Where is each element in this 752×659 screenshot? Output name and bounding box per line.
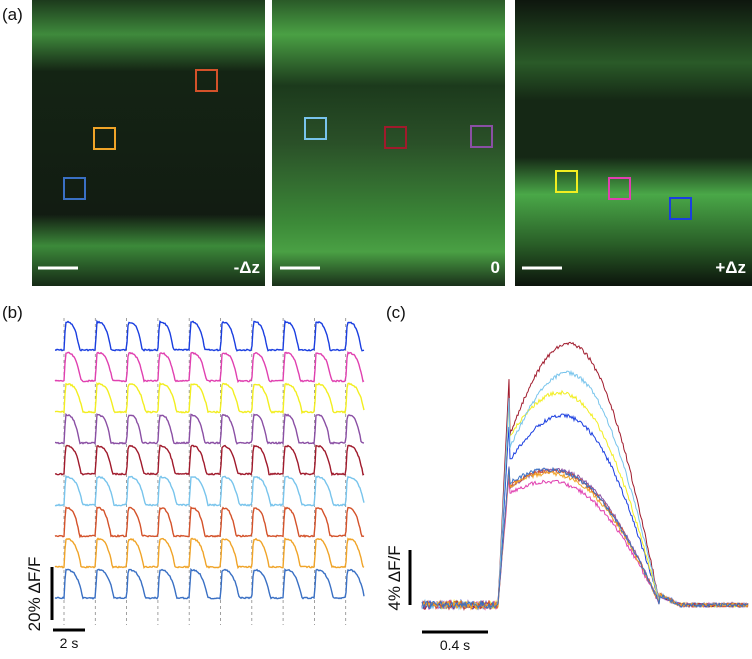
trace: [54, 444, 365, 477]
trace: [54, 474, 365, 508]
trace: [421, 467, 749, 611]
roi-box: [304, 117, 327, 140]
trace: [54, 506, 365, 539]
panel-label: (c): [386, 303, 406, 322]
trace: [54, 537, 365, 570]
roi-box: [384, 126, 407, 149]
micrograph: [272, 0, 505, 286]
trace: [54, 381, 365, 415]
scale-label: 20% ΔF/F: [25, 557, 44, 632]
image-tag: -Δz: [234, 258, 260, 277]
panel-label: (b): [2, 303, 23, 322]
roi-box: [608, 177, 631, 200]
roi-box: [470, 125, 493, 148]
roi-box: [93, 127, 116, 150]
trace: [421, 466, 749, 610]
trace: [421, 478, 749, 611]
trace: [54, 319, 365, 352]
roi-box: [63, 177, 86, 200]
micrograph: [32, 0, 265, 286]
trace: [54, 412, 365, 446]
scale-label: 0.4 s: [440, 637, 470, 653]
panel-label: (a): [2, 5, 23, 24]
roi-box: [555, 170, 578, 193]
scale-label: 2 s: [60, 635, 79, 651]
trace: [421, 389, 749, 610]
trace: [54, 350, 365, 383]
roi-box: [195, 69, 218, 92]
trace: [421, 467, 749, 611]
trace: [421, 413, 748, 611]
image-tag: 0: [491, 258, 500, 277]
micrograph: [515, 0, 752, 286]
scale-label: 4% ΔF/F: [385, 545, 404, 610]
image-tag: +Δz: [715, 258, 746, 277]
roi-box: [669, 197, 692, 220]
trace: [54, 567, 365, 600]
